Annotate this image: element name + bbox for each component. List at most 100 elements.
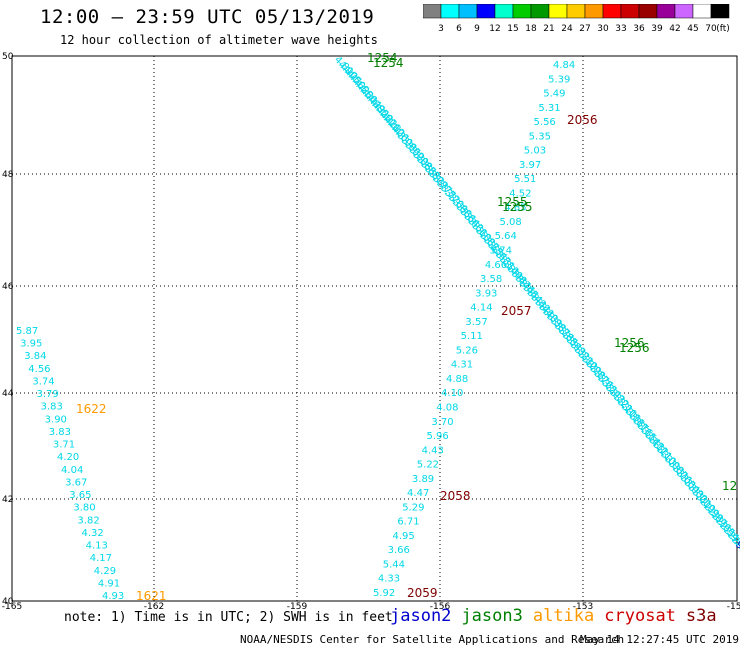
- swh-label: 3.95: [20, 339, 42, 350]
- legend-item-cryosat: cryosat: [604, 606, 676, 626]
- lon-tick-label: -153: [573, 602, 593, 610]
- swh-label: 5.31: [538, 103, 560, 114]
- colorbar-label: 9: [474, 24, 480, 34]
- swh-label: 3.71: [53, 440, 75, 451]
- swh-label: 5.11: [461, 331, 483, 342]
- swh-label: 4.31: [451, 360, 473, 371]
- swh-label: 5.03: [524, 146, 546, 157]
- swh-label: 4.93: [102, 591, 124, 602]
- lat-tick-label: 46: [2, 282, 14, 292]
- swh-label: 4.14: [470, 303, 492, 314]
- swh-label: 5.29: [402, 502, 424, 513]
- colorbar: 3 6 9 12 15 18 21 24 27 30 33 36 39 42 45 70 (ft): [423, 4, 730, 34]
- swh-label: 3.79: [36, 389, 58, 400]
- swh-label: 3.65: [69, 490, 91, 501]
- swh-label: 5.26: [456, 345, 478, 356]
- track-time-label: 1621: [136, 589, 167, 603]
- swh-label: 4.04: [61, 465, 83, 476]
- swh-label: 4.47: [407, 488, 429, 499]
- swh-label: 5.44: [383, 559, 405, 570]
- swh-label: 5.87: [16, 326, 38, 337]
- track-time-label: 2057: [501, 304, 532, 318]
- swh-label: 4.88: [446, 374, 468, 385]
- lon-tick-label: -162: [144, 602, 164, 610]
- colorbar-label: 18: [525, 24, 537, 34]
- swh-label: 5.35: [529, 131, 551, 142]
- swh-label: 3.67: [65, 477, 87, 488]
- colorbar-label: 42: [669, 24, 680, 34]
- lat-tick-label: 50: [2, 52, 14, 62]
- swh-label: 3.93: [475, 288, 497, 299]
- track-time-label: 1622: [76, 402, 107, 416]
- track-time-label: 1255: [497, 195, 528, 209]
- swh-label: 3.84: [24, 351, 46, 362]
- swh-label: 3.90: [45, 414, 67, 425]
- swh-label: 4.66: [485, 260, 507, 271]
- swh-label: 6.71: [397, 517, 419, 528]
- track-time-label: 2056: [567, 113, 598, 127]
- track-time-label: 1255: [502, 200, 533, 214]
- swh-label: 4.95: [392, 531, 414, 542]
- lat-tick-label: 42: [2, 495, 13, 505]
- swh-label: 4.91: [98, 578, 120, 589]
- track-time-label: 1256: [619, 341, 650, 355]
- swh-label: 3.89: [412, 474, 434, 485]
- track-time-label: 2058: [440, 489, 471, 503]
- swh-label: 4.10: [441, 388, 463, 399]
- legend-item-s3a: s3a: [685, 606, 717, 626]
- swh-label: 5.39: [548, 74, 570, 85]
- swh-label: 5.96: [427, 431, 449, 442]
- lat-tick-label: 40: [2, 597, 14, 607]
- swh-label: 3.74: [32, 376, 54, 387]
- swh-label: 4.20: [57, 452, 79, 463]
- swh-label: 5.74: [490, 246, 512, 257]
- chart-subtitle: 12 hour collection of altimeter wave hei…: [60, 33, 378, 47]
- swh-label: 4.32: [82, 528, 104, 539]
- colorbar-label: 70: [705, 24, 717, 34]
- swh-label: 5.56: [534, 117, 556, 128]
- colorbar-swatch: [710, 4, 730, 19]
- swh-label: 5.51: [514, 174, 536, 185]
- lon-tick-label: -156: [430, 602, 451, 610]
- colorbar-unit: (ft): [716, 24, 730, 34]
- lon-tick-label: -159: [287, 602, 308, 610]
- swh-label: 3.57: [465, 317, 487, 328]
- swh-label: 3.83: [49, 427, 71, 438]
- colorbar-label: 21: [543, 24, 554, 34]
- lon-tick-label: -150: [727, 602, 740, 610]
- plot-frame: [11, 55, 738, 602]
- colorbar-label: 45: [687, 24, 698, 34]
- swh-label: 5.92: [373, 588, 395, 599]
- track-time-label: 1256: [614, 336, 645, 350]
- swh-label: 4.13: [86, 541, 108, 552]
- lat-tick-label: 48: [2, 170, 14, 180]
- swh-label: 5.49: [543, 89, 565, 100]
- swh-label: 4.29: [94, 566, 116, 577]
- swh-label: 3.97: [519, 160, 541, 171]
- swh-label: 5.08: [499, 217, 521, 228]
- footer-note: note: 1) Time is in UTC; 2) SWH is in fe…: [64, 610, 393, 625]
- track-time-label: 1254: [373, 56, 404, 70]
- swh-label: 3.80: [73, 503, 95, 514]
- swh-label: 4.84: [553, 60, 575, 71]
- lon-tick-label: -165: [2, 602, 22, 610]
- lat-tick-label: 44: [2, 389, 14, 399]
- colorbar-label: 15: [507, 24, 518, 34]
- colorbar-label: 3: [438, 24, 444, 34]
- track-time-label: 12: [722, 479, 737, 493]
- swh-label: 4.56: [28, 364, 50, 375]
- colorbar-label: 30: [597, 24, 609, 34]
- colorbar-label: 36: [633, 24, 645, 34]
- legend-item-jason2: jason2: [390, 606, 452, 626]
- colorbar-label: 6: [456, 24, 462, 34]
- chart-title: 12:00 – 23:59 UTC 05/13/2019: [40, 6, 375, 28]
- track-time-label: 2059: [407, 586, 438, 600]
- track-time-label: 1254: [367, 51, 398, 65]
- swh-label: 3.70: [431, 417, 453, 428]
- legend-item-altika: altika: [532, 606, 595, 626]
- swh-label: 5.22: [417, 460, 439, 471]
- satellite-legend: jason2 jason3 altika cryosat s3a: [390, 606, 727, 626]
- swh-label: 3.82: [77, 515, 99, 526]
- legend-item-jason3: jason3: [461, 606, 523, 626]
- footer-credit: NOAA/NESDIS Center for Satellite Applica…: [240, 633, 625, 646]
